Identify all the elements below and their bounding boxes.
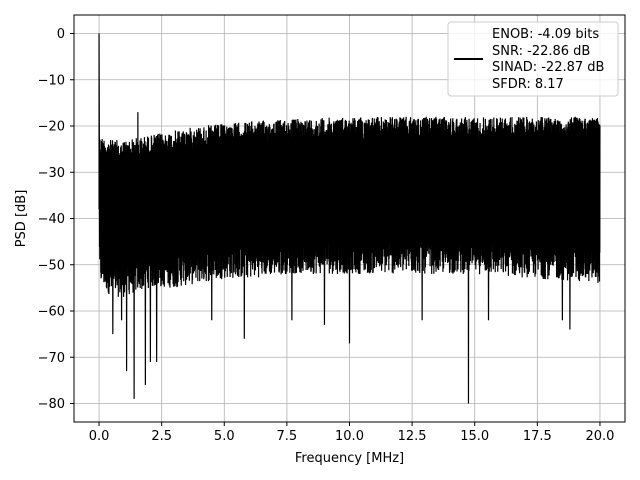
legend-entry-enob: ENOB: -4.09 bits xyxy=(492,27,599,42)
x-tick-label: 10.0 xyxy=(335,429,364,444)
legend-entry-sfdr: SFDR: 8.17 xyxy=(492,77,564,92)
y-tick-label: −10 xyxy=(38,73,65,88)
y-tick-label: −70 xyxy=(38,351,65,366)
ticks: 0.0 2.5 5.0 7.5 10.0 12.5 15.0 17.5 20.0 0 −10 −20 −… xyxy=(38,27,615,444)
x-tick-label: 12.5 xyxy=(398,429,427,444)
legend-entry-snr: SNR: -22.86 dB xyxy=(492,44,590,59)
x-tick-label: 2.5 xyxy=(151,429,172,444)
x-tick-label: 17.5 xyxy=(523,429,552,444)
legend: ENOB: -4.09 bits SNR: -22.86 dB SINAD: -… xyxy=(447,21,619,97)
y-tick-label: −60 xyxy=(38,305,65,320)
legend-box xyxy=(447,21,619,97)
legend-entry-sinad: SINAD: -22.87 dB xyxy=(492,60,604,75)
x-tick-label: 5.0 xyxy=(214,429,235,444)
x-tick-label: 20.0 xyxy=(585,429,614,444)
y-tick-label: −30 xyxy=(38,166,65,181)
y-tick-label: −40 xyxy=(38,212,65,227)
x-axis-label: Frequency [MHz] xyxy=(295,451,404,466)
x-tick-label: 0.0 xyxy=(89,429,110,444)
x-tick-label: 15.0 xyxy=(460,429,489,444)
plot-data xyxy=(98,33,601,404)
x-tick-label: 7.5 xyxy=(277,429,298,444)
y-tick-label: −80 xyxy=(38,397,65,412)
y-tick-label: −20 xyxy=(38,120,65,135)
y-axis-label: PSD [dB] xyxy=(14,190,29,248)
y-tick-label: −50 xyxy=(38,258,65,273)
y-tick-label: 0 xyxy=(57,27,65,42)
